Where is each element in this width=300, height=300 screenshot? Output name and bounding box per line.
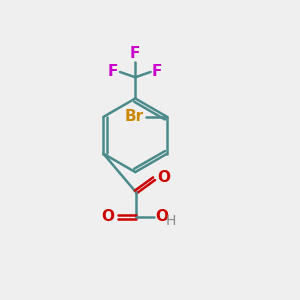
- Text: H: H: [165, 214, 176, 228]
- Text: Br: Br: [124, 110, 144, 124]
- Text: O: O: [101, 209, 114, 224]
- Text: F: F: [130, 46, 140, 62]
- Text: F: F: [152, 64, 162, 80]
- Text: O: O: [155, 209, 169, 224]
- Text: O: O: [157, 170, 170, 185]
- Text: F: F: [108, 64, 119, 80]
